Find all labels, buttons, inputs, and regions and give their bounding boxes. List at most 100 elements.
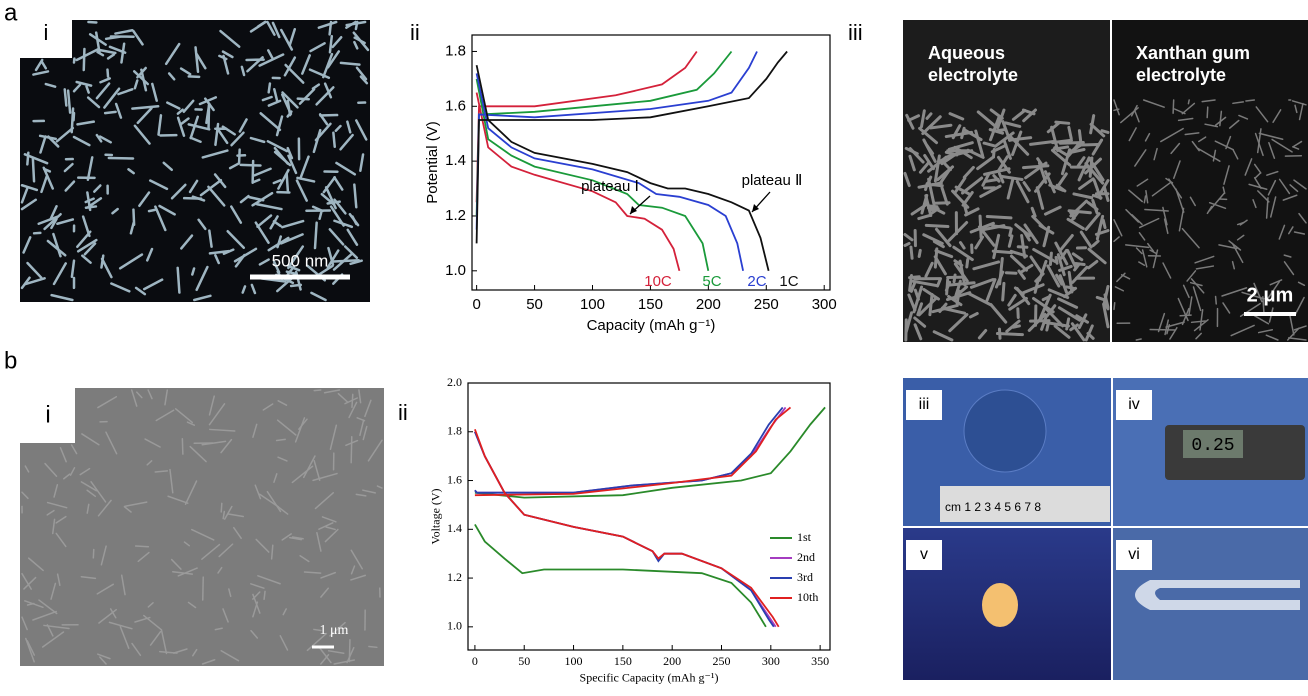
texture <box>1297 281 1306 287</box>
texture <box>56 573 61 587</box>
texture <box>63 88 68 107</box>
texture <box>100 545 107 566</box>
texture <box>1239 302 1261 318</box>
texture <box>355 66 368 81</box>
texture <box>267 49 275 61</box>
texture <box>193 294 212 302</box>
texture <box>948 112 965 121</box>
texture <box>350 565 356 575</box>
texture <box>271 21 281 39</box>
texture <box>149 630 162 646</box>
texture <box>186 421 196 426</box>
texture <box>288 27 297 47</box>
texture <box>249 136 266 144</box>
texture <box>313 628 322 632</box>
texture <box>1138 232 1146 241</box>
texture <box>1079 230 1093 249</box>
texture <box>1181 102 1196 115</box>
texture <box>903 171 911 188</box>
texture <box>64 180 76 192</box>
texture <box>32 610 57 621</box>
texture <box>997 327 1002 340</box>
texture <box>96 583 114 595</box>
x-tick-label: 50 <box>526 296 543 313</box>
texture <box>1055 273 1064 286</box>
texture <box>43 167 52 173</box>
texture <box>226 229 246 249</box>
texture <box>327 246 335 267</box>
texture <box>1182 284 1190 299</box>
texture <box>1175 188 1185 213</box>
texture <box>1181 227 1200 249</box>
x-tick-label: 50 <box>518 654 530 668</box>
texture <box>1248 183 1268 191</box>
texture <box>315 86 335 106</box>
photo-ruler <box>940 486 1110 522</box>
texture <box>1268 141 1276 159</box>
texture <box>1206 106 1209 119</box>
texture <box>167 495 189 504</box>
texture <box>1007 293 1017 307</box>
texture <box>335 161 357 176</box>
texture <box>145 247 154 262</box>
texture <box>1255 106 1269 123</box>
texture <box>920 109 926 129</box>
chart: 0 50 100 150 200 250 300 350 1.0 1.2 1.4 1.6 1.8 2.0 S… <box>429 375 831 685</box>
texture <box>192 648 198 657</box>
texture <box>1236 234 1245 241</box>
texture <box>1102 302 1110 329</box>
texture <box>39 135 47 154</box>
texture <box>70 444 78 455</box>
texture <box>131 104 160 110</box>
texture <box>1165 321 1185 328</box>
texture <box>253 167 272 177</box>
texture <box>333 659 356 665</box>
texture <box>1157 312 1166 333</box>
texture <box>23 576 37 590</box>
texture <box>217 566 223 574</box>
texture <box>133 79 139 90</box>
texture <box>1089 114 1096 135</box>
texture <box>155 409 175 422</box>
texture <box>1023 230 1031 242</box>
legend-label: 3rd <box>797 570 813 584</box>
texture <box>951 124 962 140</box>
texture <box>917 214 931 221</box>
texture <box>223 505 233 520</box>
texture <box>81 433 100 446</box>
texture <box>103 87 121 109</box>
texture <box>25 637 35 663</box>
texture <box>311 205 324 213</box>
texture <box>266 490 282 513</box>
texture <box>991 224 1012 230</box>
texture <box>349 259 363 266</box>
texture <box>1020 263 1034 274</box>
arrow-head <box>630 206 637 214</box>
texture <box>1054 255 1059 265</box>
texture <box>936 165 955 182</box>
texture <box>972 260 1001 271</box>
texture <box>1283 261 1295 276</box>
texture <box>912 285 924 314</box>
texture <box>108 45 127 54</box>
panel-letter: b <box>4 347 17 374</box>
texture <box>979 184 1002 198</box>
texture <box>1133 109 1140 123</box>
texture <box>1293 325 1307 331</box>
texture <box>277 456 288 462</box>
texture <box>1009 249 1028 258</box>
series-label: 10C <box>644 273 672 290</box>
texture <box>1001 120 1012 142</box>
texture <box>82 47 86 72</box>
texture <box>208 249 231 255</box>
texture <box>147 602 154 608</box>
texture <box>100 257 113 279</box>
texture <box>329 424 338 451</box>
texture <box>928 292 934 317</box>
texture <box>136 66 147 79</box>
texture <box>1219 110 1223 127</box>
texture <box>1054 120 1071 125</box>
panel-label: i <box>45 401 50 428</box>
texture <box>916 302 924 317</box>
texture <box>1053 324 1071 339</box>
